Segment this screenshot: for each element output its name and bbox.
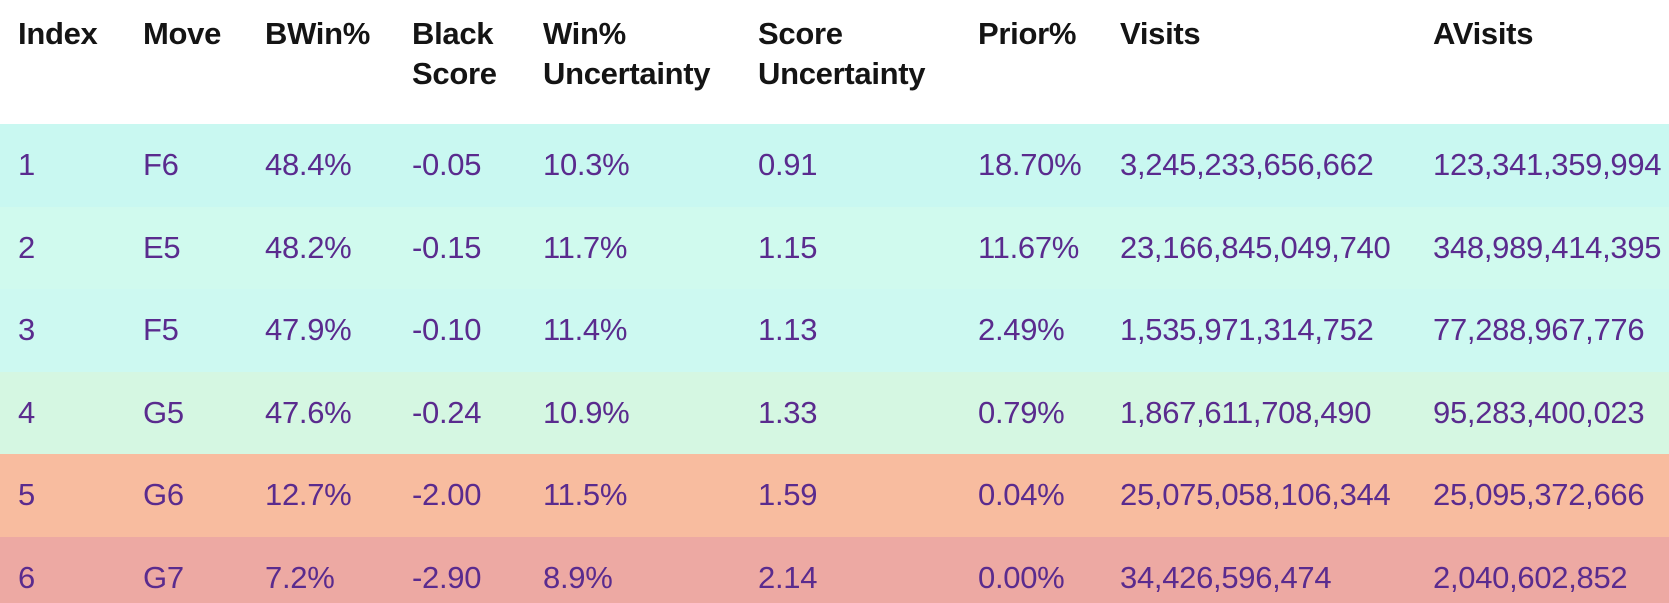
header-cell-move: Move xyxy=(143,0,265,124)
cell-black-score: -0.05 xyxy=(412,147,482,183)
header-cell-visits: Visits xyxy=(1120,0,1433,124)
cell-bwin: 47.6% xyxy=(265,394,352,430)
cell-move: G7 xyxy=(143,559,184,595)
cell-black-score: -0.15 xyxy=(412,229,482,265)
cell-prior: 0.79% xyxy=(978,394,1065,430)
cell-win-uncertainty: 10.3% xyxy=(543,147,630,183)
cell-move: G5 xyxy=(143,394,184,430)
table-row[interactable]: 3 F5 47.9% -0.10 11.4% 1.13 2.49% 1,535,… xyxy=(0,289,1669,372)
cell-move: G6 xyxy=(143,477,184,513)
cell-score-uncertainty: 1.15 xyxy=(758,229,818,265)
cell-visits: 1,535,971,314,752 xyxy=(1120,312,1374,348)
table-row[interactable]: 4 G5 47.6% -0.24 10.9% 1.33 0.79% 1,867,… xyxy=(0,371,1669,454)
table-row[interactable]: 5 G6 12.7% -2.00 11.5% 1.59 0.04% 25,075… xyxy=(0,454,1669,537)
cell-bwin: 12.7% xyxy=(265,477,352,513)
cell-win-uncertainty: 11.7% xyxy=(543,229,628,265)
cell-avisits: 95,283,400,023 xyxy=(1433,394,1645,430)
cell-visits: 3,245,233,656,662 xyxy=(1120,147,1374,183)
cell-black-score: -0.24 xyxy=(412,394,482,430)
cell-visits: 1,867,611,708,490 xyxy=(1120,394,1372,430)
cell-black-score: -2.00 xyxy=(412,477,482,513)
cell-bwin: 47.9% xyxy=(265,312,352,348)
header-cell-prior: Prior% xyxy=(978,0,1120,124)
table-row[interactable]: 6 G7 7.2% -2.90 8.9% 2.14 0.00% 34,426,5… xyxy=(0,536,1669,603)
cell-move: E5 xyxy=(143,229,181,265)
cell-score-uncertainty: 1.13 xyxy=(758,312,818,348)
cell-index: 3 xyxy=(18,312,35,348)
cell-win-uncertainty: 10.9% xyxy=(543,394,630,430)
cell-index: 6 xyxy=(18,559,35,595)
table-row[interactable]: 1 F6 48.4% -0.05 10.3% 0.91 18.70% 3,245… xyxy=(0,124,1669,207)
cell-win-uncertainty: 8.9% xyxy=(543,559,613,595)
cell-win-uncertainty: 11.5% xyxy=(543,477,628,513)
cell-avisits: 348,989,414,395 xyxy=(1433,229,1662,265)
table-body: 1 F6 48.4% -0.05 10.3% 0.91 18.70% 3,245… xyxy=(0,124,1669,603)
cell-prior: 18.70% xyxy=(978,147,1082,183)
cell-black-score: -0.10 xyxy=(412,312,482,348)
cell-black-score: -2.90 xyxy=(412,559,482,595)
cell-index: 1 xyxy=(18,147,35,183)
header-row: Index Move BWin% Black Score Win% Uncert… xyxy=(0,0,1669,124)
cell-bwin: 7.2% xyxy=(265,559,335,595)
cell-bwin: 48.4% xyxy=(265,147,352,183)
cell-avisits: 123,341,359,994 xyxy=(1433,147,1662,183)
header-cell-black-score: Black Score xyxy=(412,0,543,124)
table-header: Index Move BWin% Black Score Win% Uncert… xyxy=(0,0,1669,124)
header-cell-avisits: AVisits xyxy=(1433,0,1669,124)
header-cell-index: Index xyxy=(0,0,143,124)
cell-visits: 25,075,058,106,344 xyxy=(1120,477,1391,513)
cell-move: F5 xyxy=(143,312,179,348)
cell-index: 5 xyxy=(18,477,35,513)
cell-avisits: 77,288,967,776 xyxy=(1433,312,1645,348)
table-row[interactable]: 2 E5 48.2% -0.15 11.7% 1.15 11.67% 23,16… xyxy=(0,206,1669,289)
cell-prior: 2.49% xyxy=(978,312,1065,348)
cell-index: 4 xyxy=(18,394,35,430)
header-cell-bwin: BWin% xyxy=(265,0,412,124)
cell-score-uncertainty: 1.59 xyxy=(758,477,818,513)
cell-prior: 11.67% xyxy=(978,229,1080,265)
cell-score-uncertainty: 2.14 xyxy=(758,559,818,595)
cell-prior: 0.04% xyxy=(978,477,1065,513)
cell-prior: 0.00% xyxy=(978,559,1065,595)
cell-bwin: 48.2% xyxy=(265,229,352,265)
cell-visits: 23,166,845,049,740 xyxy=(1120,229,1391,265)
header-cell-win-uncertainty: Win% Uncertainty xyxy=(543,0,758,124)
cell-visits: 34,426,596,474 xyxy=(1120,559,1332,595)
cell-win-uncertainty: 11.4% xyxy=(543,312,628,348)
cell-avisits: 2,040,602,852 xyxy=(1433,559,1628,595)
cell-score-uncertainty: 0.91 xyxy=(758,147,818,183)
cell-score-uncertainty: 1.33 xyxy=(758,394,818,430)
cell-move: F6 xyxy=(143,147,179,183)
cell-index: 2 xyxy=(18,229,35,265)
cell-avisits: 25,095,372,666 xyxy=(1433,477,1645,513)
header-cell-score-uncertainty: Score Uncertainty xyxy=(758,0,978,124)
